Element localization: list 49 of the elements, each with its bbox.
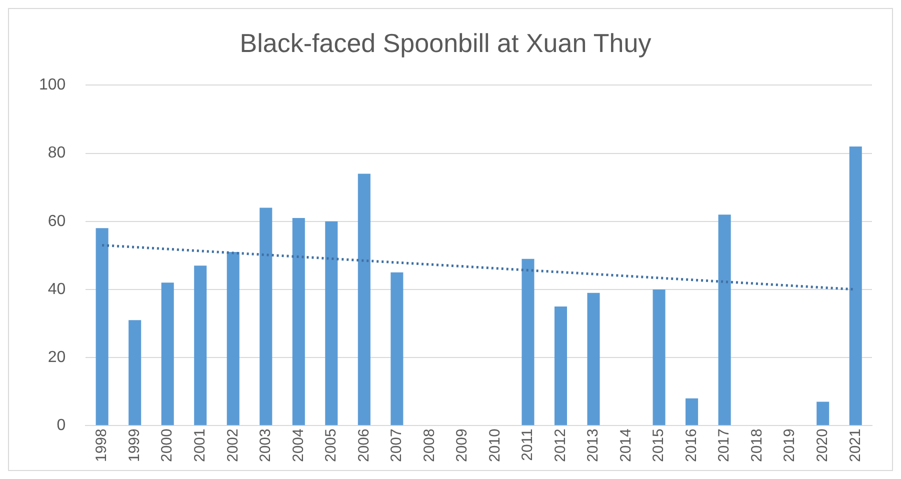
x-tick-label: 1999 bbox=[126, 428, 143, 462]
bar bbox=[194, 266, 207, 426]
bar bbox=[554, 306, 568, 426]
x-tick-label: 2006 bbox=[355, 428, 372, 462]
x-tick-label: 2010 bbox=[486, 428, 504, 462]
y-tick-label: 40 bbox=[48, 280, 66, 298]
x-tick-label: 2003 bbox=[257, 428, 274, 462]
x-tick-label: 2005 bbox=[322, 428, 340, 462]
chart-title: Black-faced Spoonbill at Xuan Thuy bbox=[240, 28, 652, 58]
bar bbox=[652, 289, 666, 426]
bar bbox=[226, 252, 240, 426]
x-tick-label: 2014 bbox=[617, 428, 634, 462]
x-tick-label: 2009 bbox=[454, 428, 471, 462]
x-tick-label: 1998 bbox=[93, 428, 110, 462]
bar bbox=[325, 221, 338, 426]
bar bbox=[260, 208, 272, 426]
x-tick-label: 2000 bbox=[158, 428, 176, 462]
bar bbox=[686, 398, 698, 426]
y-tick-label: 100 bbox=[38, 76, 66, 94]
x-tick-label: 2004 bbox=[290, 428, 307, 462]
bar bbox=[816, 402, 830, 426]
bar bbox=[522, 258, 534, 426]
bar bbox=[358, 174, 370, 426]
bar bbox=[292, 218, 305, 426]
x-tick-label: 2008 bbox=[420, 428, 438, 462]
y-tick-label: 60 bbox=[48, 212, 66, 230]
y-tick-label: 80 bbox=[48, 144, 66, 162]
x-tick-label: 2002 bbox=[224, 428, 242, 462]
x-tick-label: 2015 bbox=[650, 428, 668, 462]
bar bbox=[718, 214, 731, 426]
x-tick-label: 2017 bbox=[716, 428, 733, 462]
x-tick-label: 2020 bbox=[814, 428, 831, 462]
x-tick-label: 2001 bbox=[192, 428, 209, 462]
y-tick-label: 0 bbox=[56, 417, 66, 434]
x-tick-label: 2016 bbox=[682, 428, 700, 462]
bar bbox=[849, 146, 862, 426]
x-tick-label: 2018 bbox=[748, 428, 766, 462]
x-tick-label: 2012 bbox=[552, 428, 569, 462]
bar bbox=[161, 282, 174, 426]
x-tick-label: 2019 bbox=[781, 428, 798, 462]
x-tick-label: 2013 bbox=[584, 428, 602, 462]
bar bbox=[390, 272, 404, 426]
bar bbox=[96, 228, 108, 426]
x-tick-label: 2011 bbox=[519, 428, 536, 461]
bar bbox=[587, 292, 600, 426]
bar bbox=[128, 320, 142, 426]
x-tick-label: 2021 bbox=[846, 428, 864, 462]
y-tick-label: 20 bbox=[48, 348, 66, 366]
x-tick-label: 2007 bbox=[388, 428, 406, 462]
